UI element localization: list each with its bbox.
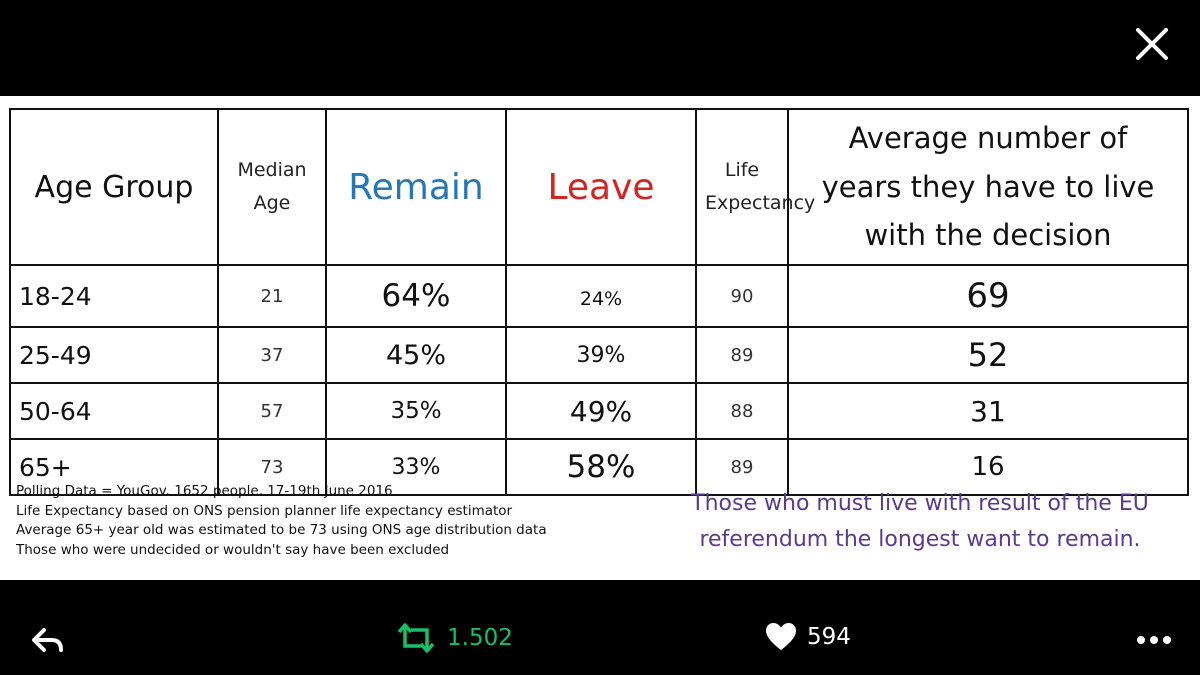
cell-life-expectancy: 89 [695,438,789,496]
cell-remain: 33% [325,438,507,496]
reply-icon [32,628,63,652]
cell-years: 16 [787,438,1189,496]
cell-leave: 39% [505,326,697,384]
reply-button[interactable] [30,622,66,658]
retweet-icon [397,623,435,653]
table-row: 18-24 21 64% 24% 90 69 [9,264,1189,328]
header-remain: Remain [325,108,507,266]
more-options-button[interactable] [1134,622,1174,658]
footnotes: Polling Data = YouGov. 1652 people. 17-1… [16,482,547,560]
image-card: Age Group Median Age Remain Leave Life E… [0,96,1200,580]
retweet-count: 1.502 [447,625,513,651]
close-button[interactable] [1132,24,1172,64]
cell-median-age: 57 [217,382,327,440]
header-leave: Leave [505,108,697,266]
cell-life-expectancy: 88 [695,382,789,440]
tweet-action-bar: 1.502 594 [0,610,1200,675]
more-icon [1137,636,1171,644]
footnote-line: Polling Data = YouGov. 1652 people. 17-1… [16,483,393,499]
close-icon [1136,28,1168,60]
cell-life-expectancy: 90 [695,264,789,328]
cell-remain: 45% [325,326,507,384]
cell-years: 52 [787,326,1189,384]
cell-remain: 35% [325,382,507,440]
table-row: 25-49 37 45% 39% 89 52 [9,326,1189,384]
header-median-age: Median Age [217,108,327,266]
footnote-line: Average 65+ year old was estimated to be… [16,522,547,538]
cell-median-age: 21 [217,264,327,328]
like-button[interactable]: 594 [765,622,851,652]
table-row: 50-64 57 35% 49% 88 31 [9,382,1189,440]
footnote-line: Those who were undecided or wouldn't say… [16,541,450,558]
cell-leave: 24% [505,264,697,328]
heart-icon [766,623,796,650]
table-header-row: Age Group Median Age Remain Leave Life E… [9,108,1189,266]
cell-leave: 58% [505,438,697,496]
cell-leave: 49% [505,382,697,440]
referendum-table: Age Group Median Age Remain Leave Life E… [9,108,1189,496]
cell-median-age: 37 [217,326,327,384]
like-count: 594 [807,624,851,650]
cell-years: 69 [787,264,1189,328]
table-row: 65+ 73 33% 58% 89 16 [9,438,1189,496]
conclusion-caption: Those who must live with result of the E… [691,491,1149,552]
cell-age-group: 50-64 [9,382,219,440]
cell-age-group: 25-49 [9,326,219,384]
cell-remain: 64% [325,264,507,328]
footnote-line: Life Expectancy based on ONS pension pla… [16,502,513,519]
cell-age-group: 65+ [9,438,219,496]
cell-age-group: 18-24 [9,264,219,328]
cell-median-age: 73 [217,438,327,496]
cell-years: 31 [787,382,1189,440]
header-life-expectancy: Life Expectancy [695,108,815,266]
header-age-group: Age Group [9,108,219,266]
cell-life-expectancy: 89 [695,326,789,384]
header-years-to-live: Average number of years they have to liv… [787,108,1189,266]
retweet-button[interactable]: 1.502 [395,622,513,654]
